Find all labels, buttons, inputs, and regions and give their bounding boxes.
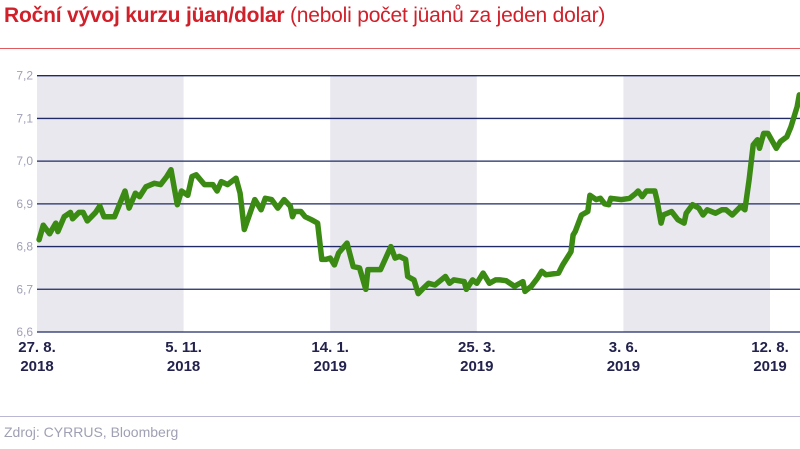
title-main: Roční vývoj kurzu jüan/dolar: [4, 4, 285, 27]
x-tick-year: 2019: [314, 358, 347, 375]
x-tick-year: 2019: [607, 358, 640, 375]
line-chart: 7,2 7,1 7,0 6,9 6,8 6,7 6,627. 8. 2018 5. 11. 201…: [16, 69, 800, 375]
y-tick-label: 6,6: [16, 325, 33, 339]
source-note: Zdroj: CYRRUS, Bloomberg: [4, 424, 179, 440]
x-tick-year: 2019: [460, 358, 493, 375]
x-tick-year: 2019: [753, 358, 786, 375]
x-tick-label: 25. 3.: [458, 339, 496, 356]
title-subtitle: (neboli počet jüanů za jeden dolar): [289, 4, 606, 27]
x-tick-label: 12. 8.: [751, 339, 789, 356]
x-tick-label: 27. 8.: [18, 339, 56, 356]
x-tick-label: 5. 11.: [165, 339, 202, 356]
y-tick-label: 7,2: [16, 69, 33, 83]
y-tick-label: 6,9: [16, 197, 33, 211]
y-tick-label: 7,0: [16, 154, 33, 168]
x-tick-year: 2018: [20, 358, 53, 375]
footer-divider: [0, 416, 800, 417]
header-divider: [0, 48, 800, 49]
series-line-cny-usd: [36, 92, 800, 297]
chart-title: Roční vývoj kurzu jüan/dolar (neboli poč…: [4, 4, 605, 28]
x-tick-label: 14. 1.: [311, 339, 349, 356]
y-tick-label: 6,8: [16, 240, 33, 254]
x-tick-year: 2018: [167, 358, 200, 375]
x-tick-label: 3. 6.: [609, 339, 638, 356]
y-tick-label: 6,7: [16, 282, 33, 296]
y-tick-label: 7,1: [16, 111, 33, 125]
